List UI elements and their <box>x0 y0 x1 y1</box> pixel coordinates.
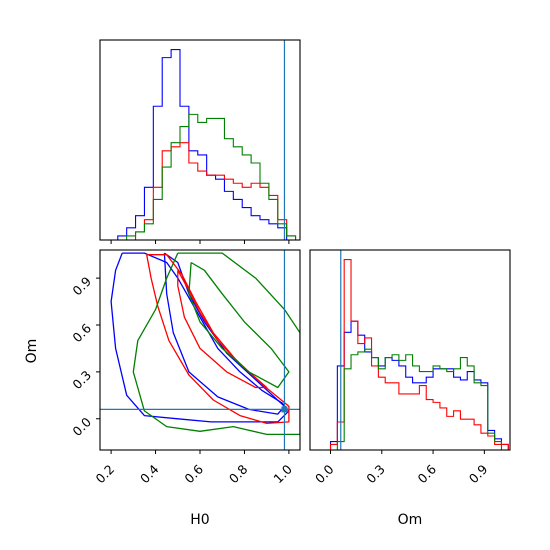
h0-om-contour-panel: 0.2 0.4 0.6 0.8 1.0 0.0 0.3 0.6 0.9 <box>69 249 301 487</box>
contour-x-tick-label-0: 0.2 <box>93 462 118 487</box>
contour-x-tick-label-4: 1.0 <box>270 461 295 486</box>
h0-histogram-panel <box>99 39 301 244</box>
h0-hist-plot-area <box>100 40 300 240</box>
contour-plot-area <box>100 250 300 450</box>
x-axis-label-h0: H0 <box>190 512 209 528</box>
contour-series-1-level-2 <box>163 252 286 415</box>
contour-series-3-level-2 <box>188 261 290 389</box>
om-hist-series-3-line <box>310 348 509 451</box>
om-hist-x-tick-label-2: 0.6 <box>415 461 440 486</box>
contour-y-tick-label-2: 0.6 <box>69 320 94 345</box>
contour-y-tick-label-0: 0.0 <box>69 414 94 439</box>
contour-x-tick-label-3: 0.8 <box>226 461 251 486</box>
x-axis-label-om: Om <box>398 512 423 528</box>
om-hist-series-2-line <box>310 258 509 451</box>
contour-series-2-level-2 <box>177 269 268 389</box>
contour-truth-marker <box>281 406 288 413</box>
h0-hist-series-3-line <box>100 113 297 241</box>
y-axis-label-om: Om <box>24 339 40 364</box>
om-hist-frame <box>309 249 511 451</box>
contour-series-2-level-1 <box>146 254 290 425</box>
om-histogram-panel: 0.0 0.3 0.6 0.9 <box>309 249 511 487</box>
om-hist-x-tick-label-3: 0.9 <box>466 461 491 486</box>
om-hist-plot-area <box>310 250 510 450</box>
om-hist-x-tick-label-0: 0.0 <box>312 461 337 486</box>
contour-series-3-level-1 <box>132 252 300 436</box>
contour-x-tick-label-1: 0.4 <box>137 461 162 486</box>
contour-y-tick-label-3: 0.9 <box>69 274 94 299</box>
contour-y-tick-label-1: 0.3 <box>69 367 94 392</box>
contour-lines-group <box>110 252 300 436</box>
contour-series-1-level-1 <box>110 252 290 423</box>
om-hist-x-tick-label-1: 0.3 <box>363 462 388 487</box>
h0-hist-series-1-line <box>100 48 296 241</box>
contour-x-tick-label-2: 0.6 <box>181 461 206 486</box>
om-hist-series-1-line <box>310 320 509 451</box>
